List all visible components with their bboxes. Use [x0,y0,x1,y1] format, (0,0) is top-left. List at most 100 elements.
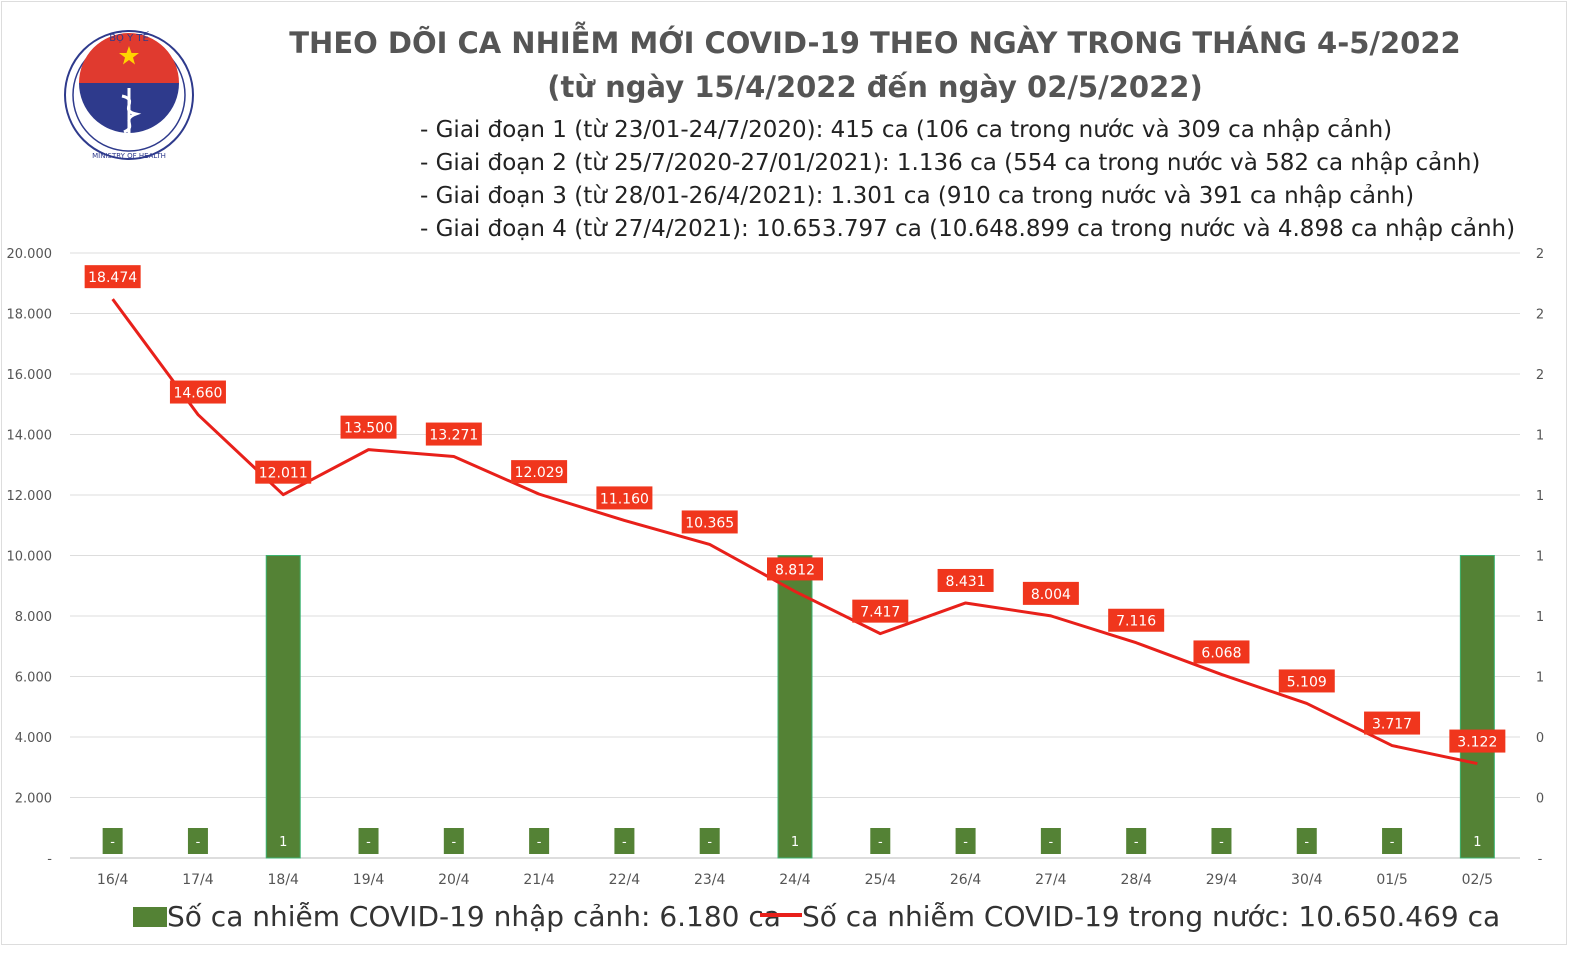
data-label: 6.068 [1201,645,1241,661]
bar [1211,828,1232,854]
right-tick-label: 1 [1536,429,1544,444]
logo-text-top: BỘ Y TẾ [109,30,149,44]
bar-label: - [1049,835,1054,850]
left-tick-label: - [47,852,52,867]
bar [529,828,550,854]
note-phase-3: - Giai đoạn 3 (từ 28/01-26/4/2021): 1.30… [420,183,1415,209]
left-tick-label: 16.000 [7,368,53,383]
legend-item-domestic: Số ca nhiễm COVID-19 trong nước: 10.650.… [760,900,1500,933]
bar [1296,828,1317,854]
data-label: 12.029 [515,465,564,481]
x-tick-label: 25/4 [865,872,897,888]
bar-label: - [537,835,542,850]
bar-label: - [1134,835,1139,850]
data-label-box [1193,640,1250,664]
left-tick-label: 4.000 [15,731,52,746]
x-tick-label: 20/4 [438,872,470,888]
left-tick-label: 2.000 [15,792,52,807]
data-label-box [1449,729,1506,753]
bar-label: - [110,835,115,850]
left-tick-label: 20.000 [7,247,53,262]
right-tick-label: 2 [1536,247,1544,262]
bar-label: - [366,835,371,850]
bar [1040,828,1061,854]
x-tick-label: 24/4 [779,872,811,888]
bar [777,555,813,859]
data-label-box [84,265,141,289]
left-tick-label: 8.000 [15,610,52,625]
bar-label: - [451,835,456,850]
right-tick-label: - [1538,852,1543,867]
x-tick-label: 16/4 [97,872,129,888]
bar [102,828,123,854]
x-tick-label: 21/4 [523,872,555,888]
data-label-box [1364,711,1421,735]
data-label-box [767,557,823,581]
x-tick-label: 22/4 [609,872,641,888]
right-tick-label: 1 [1536,671,1544,686]
bar-label: - [963,835,968,850]
data-label: 5.109 [1287,674,1327,690]
right-tick-label: 0 [1536,731,1544,746]
data-label: 18.474 [88,270,137,286]
chart-subtitle: (từ ngày 15/4/2022 đến ngày 02/5/2022) [547,70,1203,104]
bar [699,828,720,854]
data-label: 13.500 [344,421,393,437]
legend-item-imported: Số ca nhiễm COVID-19 nhập cảnh: 6.180 ca [133,900,781,933]
right-tick-label: 2 [1536,368,1544,383]
x-tick-label: 23/4 [694,872,726,888]
bar [265,555,301,859]
x-tick-label: 17/4 [182,872,214,888]
bar [1459,555,1495,859]
legend-label-domestic: Số ca nhiễm COVID-19 trong nước: 10.650.… [802,900,1501,933]
legend-label-imported: Số ca nhiễm COVID-19 nhập cảnh: 6.180 ca [167,900,781,933]
x-tick-label: 01/5 [1376,872,1407,888]
data-label: 7.417 [860,605,900,621]
data-label-box [425,422,482,446]
bar-label: - [196,835,201,850]
data-label-box [852,599,909,623]
ministry-logo: BỘ Y TẾ MINISTRY OF HEALTH [64,30,194,160]
legend-swatch-bar [133,907,167,927]
bar [443,828,464,854]
bar [955,828,976,854]
bar-label: 1 [279,835,287,850]
chart-title: THEO DÕI CA NHIỄM MỚI COVID-19 THEO NGÀY… [289,26,1461,60]
x-tick-label: 27/4 [1035,872,1067,888]
chart-frame [1,1,1567,945]
bar [1126,828,1147,854]
data-label-box [1108,608,1165,632]
left-tick-label: 6.000 [15,671,52,686]
bar [358,828,379,854]
data-label-box [1278,669,1335,693]
data-label-box [937,568,994,592]
note-phase-4: - Giai đoạn 4 (từ 27/4/2021): 10.653.797… [420,216,1516,242]
data-label-box [1022,581,1079,605]
left-tick-label: 14.000 [7,429,53,444]
bar [870,828,891,854]
bar-label: - [1219,835,1224,850]
right-tick-label: 1 [1536,550,1544,565]
x-tick-label: 02/5 [1462,872,1493,888]
data-label: 14.660 [173,386,222,402]
data-label: 8.004 [1031,587,1071,603]
data-label: 8.431 [946,574,986,590]
x-tick-label: 29/4 [1206,872,1238,888]
left-tick-label: 12.000 [7,489,53,504]
bar-label: 1 [1473,835,1481,850]
legend-swatch-line [760,913,802,917]
data-label: 3.122 [1457,735,1497,751]
right-tick-label: 1 [1536,610,1544,625]
logo-text-bottom: MINISTRY OF HEALTH [92,152,166,160]
data-label: 8.812 [775,562,815,578]
left-tick-label: 18.000 [7,308,53,323]
data-label: 13.271 [429,428,478,444]
bar [614,828,635,854]
bar-label: - [1304,835,1309,850]
data-label: 10.365 [685,515,734,531]
data-label-box [255,460,312,484]
note-phase-2: - Giai đoạn 2 (từ 25/7/2020-27/01/2021):… [420,150,1481,176]
bar-label: - [707,835,712,850]
right-tick-label: 0 [1536,792,1544,807]
